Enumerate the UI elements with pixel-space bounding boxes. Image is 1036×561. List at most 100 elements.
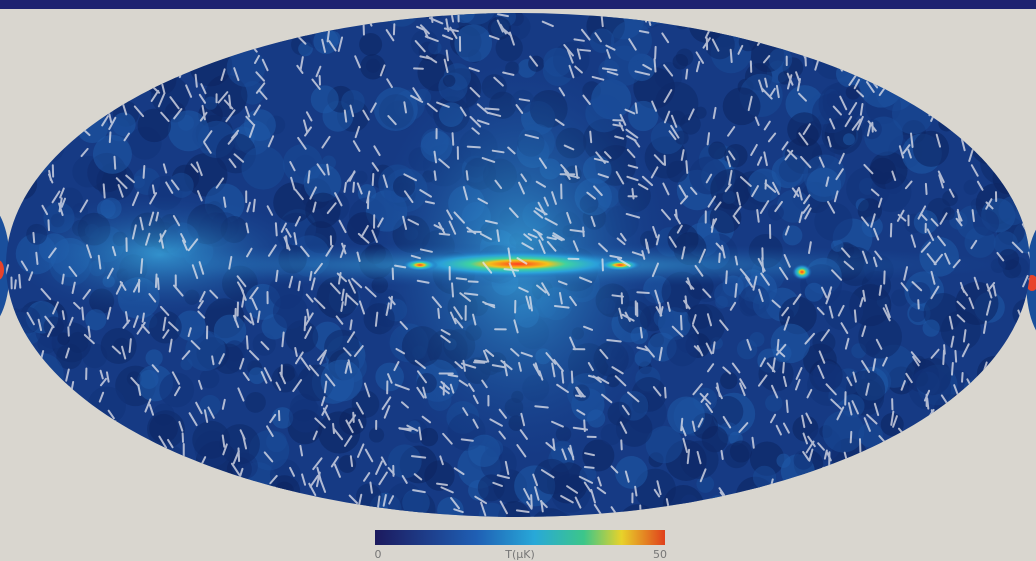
- noise: [20, 353, 63, 396]
- noise: [128, 53, 153, 78]
- polarization-dash: [82, 308, 83, 320]
- sky-map-figure: 0 T(μK) 50: [0, 0, 1036, 561]
- noise: [720, 372, 737, 389]
- noise: [876, 497, 907, 528]
- polarization-dash: [915, 89, 921, 97]
- noise: [259, 510, 302, 553]
- noise: [30, 129, 64, 163]
- polarization-dash: [877, 62, 878, 71]
- noise: [843, 133, 855, 145]
- polarization-dash: [130, 339, 131, 352]
- polarization-dash: [897, 80, 898, 92]
- polarization-dash: [437, 484, 447, 485]
- noise: [0, 506, 11, 527]
- noise: [977, 356, 1013, 392]
- noise: [0, 442, 35, 483]
- polarization-dash: [1015, 95, 1019, 104]
- polarization-dash: [118, 60, 123, 71]
- polarization-dash: [752, 438, 753, 448]
- polarization-dash: [1006, 497, 1011, 506]
- noise: [108, 54, 131, 77]
- polarization-dash: [19, 448, 22, 457]
- noise: [147, 16, 174, 43]
- polarization-dash: [452, 283, 453, 296]
- polarization-dash: [266, 489, 269, 498]
- noise: [891, 525, 920, 554]
- polarization-dash: [898, 53, 899, 64]
- polarization-dash: [69, 387, 70, 398]
- polarization-dash: [966, 458, 968, 468]
- polarization-dash: [22, 506, 30, 515]
- noise: [944, 107, 964, 127]
- noise: [289, 399, 323, 433]
- polarization-dash: [993, 114, 1000, 125]
- noise: [825, 499, 846, 520]
- noise: [981, 433, 1014, 466]
- polarization-dash: [924, 38, 927, 50]
- polarization-dash: [1010, 470, 1016, 478]
- noise: [338, 455, 356, 473]
- polarization-dash: [462, 439, 473, 440]
- polarization-dash: [107, 474, 110, 486]
- polarization-dash: [73, 100, 75, 110]
- polarization-dash: [57, 452, 63, 465]
- noise: [183, 16, 218, 51]
- polarization-dash: [229, 95, 230, 107]
- noise: [196, 527, 229, 560]
- polarization-dash: [70, 75, 76, 86]
- polarization-dash: [708, 133, 709, 144]
- noise: [615, 456, 648, 489]
- noise: [839, 33, 878, 72]
- noise: [953, 467, 996, 510]
- polarization-dash: [38, 507, 42, 520]
- noise: [744, 497, 757, 510]
- noise: [1012, 418, 1036, 448]
- polarization-dash: [258, 35, 265, 43]
- polarization-dash: [94, 70, 96, 80]
- polarization-dash: [63, 483, 66, 495]
- polarization-dash: [121, 52, 128, 63]
- polarization-dash: [999, 461, 1000, 475]
- noise: [707, 496, 729, 518]
- polarization-dash: [1026, 61, 1029, 71]
- polarization-dash: [955, 27, 961, 36]
- noise: [1013, 99, 1036, 132]
- noise: [948, 445, 964, 461]
- noise: [798, 484, 811, 497]
- noise: [33, 470, 67, 504]
- noise: [904, 9, 936, 41]
- polarization-dash: [973, 210, 974, 221]
- polarization-dash: [890, 487, 892, 499]
- noise: [227, 518, 269, 560]
- noise: [673, 54, 688, 69]
- polarization-dash: [991, 24, 999, 33]
- polarization-dash: [1031, 139, 1036, 146]
- polarization-dash: [166, 30, 167, 43]
- noise: [8, 113, 35, 140]
- polarization-dash: [1010, 461, 1012, 472]
- polarization-dash: [91, 470, 93, 479]
- polarization-dash: [585, 467, 594, 468]
- polarization-dash: [84, 60, 89, 73]
- noise: [750, 332, 765, 347]
- polarization-dash: [926, 184, 927, 194]
- noise: [366, 59, 380, 73]
- polarization-dash: [769, 19, 770, 27]
- polarization-dash: [99, 94, 100, 107]
- polarization-dash: [1022, 85, 1027, 96]
- polarization-dash: [968, 99, 976, 109]
- polarization-dash: [276, 271, 277, 281]
- polarization-dash: [467, 171, 468, 180]
- polarization-dash: [1025, 311, 1026, 322]
- noise: [328, 521, 351, 544]
- noise: [601, 424, 623, 446]
- polarization-dash: [345, 294, 346, 305]
- polarization-dash: [197, 486, 202, 496]
- colorbar: [375, 530, 665, 545]
- polarization-dash: [924, 78, 931, 89]
- noise: [821, 539, 852, 561]
- polarization-dash: [997, 54, 1000, 66]
- polarization-dash: [72, 431, 73, 443]
- polarization-dash: [3, 378, 5, 392]
- noise: [147, 410, 185, 448]
